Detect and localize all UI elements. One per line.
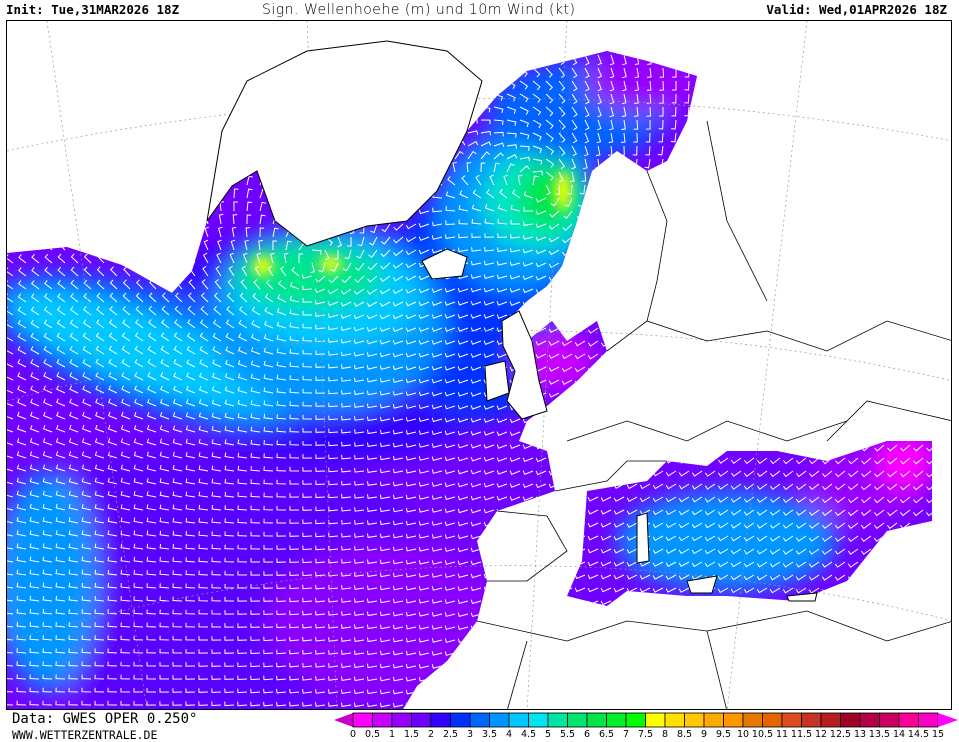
website: WWW.WETTERZENTRALE.DE bbox=[12, 728, 158, 742]
graticule bbox=[7, 21, 951, 709]
init-time: Init: Tue,31MAR2026 18Z bbox=[6, 2, 180, 17]
legend-label: 10.5 bbox=[751, 729, 774, 740]
crete bbox=[786, 592, 818, 602]
legend-swatch bbox=[859, 712, 880, 728]
legend-swatch bbox=[528, 712, 549, 728]
legend-label: 15 bbox=[931, 729, 945, 740]
legend-label: 2 bbox=[427, 729, 435, 740]
wave-height-map bbox=[6, 20, 952, 710]
legend-label: 9.5 bbox=[715, 729, 732, 740]
iceland bbox=[421, 248, 468, 280]
legend-swatch bbox=[723, 712, 744, 728]
borders bbox=[476, 120, 951, 709]
legend-swatch bbox=[645, 712, 666, 728]
legend-swatch bbox=[918, 712, 939, 728]
legend-label: 8 bbox=[661, 729, 669, 740]
legend-swatch bbox=[469, 712, 490, 728]
legend-swatch bbox=[664, 712, 685, 728]
legend-label: 6 bbox=[583, 729, 591, 740]
legend-label: 0.5 bbox=[364, 729, 381, 740]
sicily bbox=[686, 575, 718, 594]
great-britain bbox=[501, 310, 548, 420]
legend-swatch bbox=[411, 712, 432, 728]
legend-swatch bbox=[879, 712, 900, 728]
legend-swatch bbox=[742, 712, 763, 728]
legend-swatch bbox=[762, 712, 783, 728]
legend-label: 1.5 bbox=[403, 729, 420, 740]
legend-label: 9 bbox=[700, 729, 708, 740]
legend-swatch bbox=[489, 712, 510, 728]
color-legend bbox=[334, 712, 958, 728]
legend-label: 13.5 bbox=[868, 729, 891, 740]
legend-swatch bbox=[450, 712, 471, 728]
legend-swatch bbox=[801, 712, 822, 728]
legend-label: 14.5 bbox=[907, 729, 930, 740]
legend-under-arrow bbox=[334, 713, 353, 727]
legend-label: 5.5 bbox=[559, 729, 576, 740]
ireland bbox=[484, 360, 510, 402]
legend-swatch bbox=[781, 712, 802, 728]
legend-over-arrow bbox=[938, 713, 958, 727]
legend-swatch bbox=[508, 712, 529, 728]
legend-label: 7 bbox=[622, 729, 630, 740]
legend-label: 12 bbox=[814, 729, 828, 740]
legend-label: 3 bbox=[466, 729, 474, 740]
legend-swatch bbox=[567, 712, 588, 728]
legend-label: 0 bbox=[349, 729, 357, 740]
legend-label: 5 bbox=[544, 729, 552, 740]
legend-label: 1 bbox=[388, 729, 396, 740]
legend-labels: 0 0.5 1 1.5 2 2.5 3 3.5 4 4.5 5 5.5 6 6.5 7 7.5 8 8.5 9 9.5… bbox=[334, 729, 958, 741]
valid-time: Valid: Wed,01APR2026 18Z bbox=[766, 2, 947, 17]
legend-label: 14 bbox=[892, 729, 906, 740]
legend-label: 3.5 bbox=[481, 729, 498, 740]
data-source: Data: GWES OPER 0.250° bbox=[12, 711, 198, 727]
corsica-sardinia bbox=[636, 512, 650, 564]
legend-swatch bbox=[625, 712, 646, 728]
legend-swatch bbox=[684, 712, 705, 728]
legend-swatch bbox=[352, 712, 373, 728]
legend-swatch bbox=[547, 712, 568, 728]
legend-label: 13 bbox=[853, 729, 867, 740]
greenland bbox=[206, 40, 483, 247]
legend-label: 11 bbox=[775, 729, 789, 740]
legend-label: 4 bbox=[505, 729, 513, 740]
legend-label: 11.5 bbox=[790, 729, 813, 740]
legend-label: 6.5 bbox=[598, 729, 615, 740]
legend-label: 12.5 bbox=[829, 729, 852, 740]
legend-swatch bbox=[430, 712, 451, 728]
legend-swatch bbox=[703, 712, 724, 728]
legend-label: 8.5 bbox=[676, 729, 693, 740]
legend-swatch bbox=[372, 712, 393, 728]
legend-swatch bbox=[898, 712, 919, 728]
legend-label: 7.5 bbox=[637, 729, 654, 740]
coastlines bbox=[206, 40, 818, 602]
legend-label: 10 bbox=[736, 729, 750, 740]
legend-label: 2.5 bbox=[442, 729, 459, 740]
legend-swatch bbox=[840, 712, 861, 728]
legend-swatch bbox=[586, 712, 607, 728]
map-title: Sign. Wellenhoehe (m) und 10m Wind (kt) bbox=[262, 2, 576, 18]
legend-swatch bbox=[820, 712, 841, 728]
legend-label: 4.5 bbox=[520, 729, 537, 740]
legend-swatch bbox=[606, 712, 627, 728]
legend-swatch bbox=[391, 712, 412, 728]
